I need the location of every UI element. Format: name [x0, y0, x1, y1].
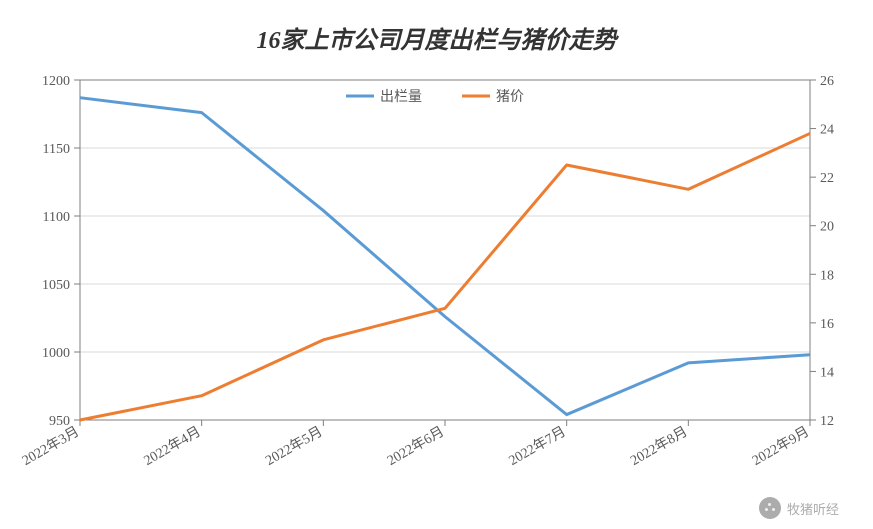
y-left-tick-label: 1050 [42, 278, 70, 293]
y-left-tick-label: 1200 [42, 74, 70, 89]
y-right-tick-label: 20 [820, 220, 834, 235]
y-right-tick-label: 12 [820, 414, 834, 429]
y-left-tick-label: 1100 [43, 210, 70, 225]
watermark-text: 牧猪听经 [787, 499, 839, 518]
legend-label: 猪价 [496, 89, 524, 105]
y-right-tick-label: 22 [820, 171, 834, 186]
y-right-tick-label: 14 [820, 365, 834, 380]
legend-label: 出栏量 [380, 89, 422, 105]
watermark: 牧猪听经 [759, 497, 839, 519]
y-right-tick-label: 26 [820, 74, 834, 89]
y-left-tick-label: 1150 [43, 142, 70, 157]
y-right-tick-label: 24 [820, 123, 834, 138]
dual-axis-line-chart: 2022年3月2022年4月2022年5月2022年6月2022年7月2022年… [0, 0, 873, 529]
y-left-tick-label: 950 [49, 414, 70, 429]
chart-container: 2022年3月2022年4月2022年5月2022年6月2022年7月2022年… [0, 0, 873, 529]
y-right-tick-label: 18 [820, 268, 834, 283]
wechat-icon [759, 497, 781, 519]
chart-title: 16家上市公司月度出栏与猪价走势 [257, 27, 620, 54]
y-right-tick-label: 16 [820, 317, 834, 332]
y-left-tick-label: 1000 [42, 346, 70, 361]
